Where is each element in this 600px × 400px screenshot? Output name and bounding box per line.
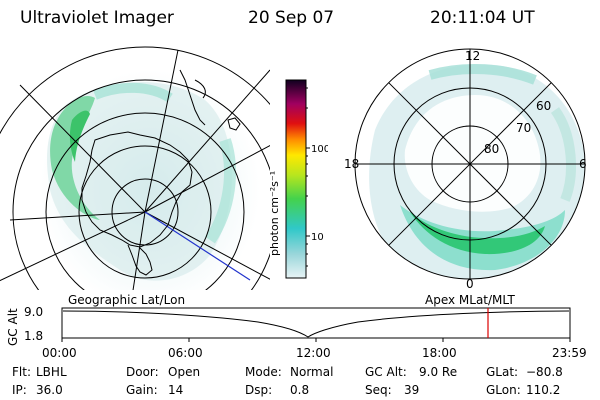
instrument-title: Ultraviolet Imager bbox=[20, 8, 174, 28]
info-flt-key: Flt: bbox=[12, 365, 31, 379]
info-gain-key: Gain: bbox=[126, 383, 158, 397]
info-seq-key: Seq: bbox=[365, 383, 392, 397]
island-outline bbox=[227, 117, 241, 131]
mlt-label-midnight: 0 bbox=[466, 277, 474, 290]
info-glon-val: 110.2 bbox=[526, 383, 561, 397]
colorbar: 100 10 photon cm⁻²s⁻¹ bbox=[268, 79, 328, 279]
coast-fragment bbox=[194, 79, 206, 99]
info-door-key: Door: bbox=[126, 365, 159, 379]
info-glat-key: GLat: bbox=[486, 365, 519, 379]
time-label: 20:11:04 UT bbox=[430, 8, 535, 28]
apex-polar-plot: 12 18 6 0 60 70 80 bbox=[344, 48, 587, 290]
info-ip-val: 36.0 bbox=[36, 383, 63, 397]
sun-direction-line bbox=[144, 211, 251, 281]
info-mode-val: Normal bbox=[290, 365, 334, 379]
info-glon-key: GLon: bbox=[486, 383, 521, 397]
colorbar-ticks bbox=[306, 87, 310, 267]
mlt-label-dusk: 18 bbox=[344, 157, 359, 171]
timeline-ticks bbox=[61, 338, 571, 342]
timeline-xtick-1200: 12:00 bbox=[296, 346, 331, 360]
landmass-edge bbox=[179, 69, 206, 126]
info-seq-val: 39 bbox=[404, 383, 420, 397]
timeline-xtick-0600: 06:00 bbox=[168, 346, 203, 360]
timeline-xtick-1800: 18:00 bbox=[422, 346, 457, 360]
info-glat-val: −80.8 bbox=[526, 365, 563, 379]
colorbar-tick-10: 10 bbox=[311, 232, 324, 243]
meridian-lines bbox=[0, 49, 270, 290]
antarctica-coastline bbox=[81, 131, 193, 248]
info-mode-key: Mode: bbox=[245, 365, 282, 379]
auroral-arc-west bbox=[50, 95, 100, 220]
info-dsp-val: 0.8 bbox=[290, 383, 310, 397]
info-door-val: Open bbox=[168, 365, 201, 379]
altitude-curve bbox=[62, 310, 570, 338]
auroral-arc-dusk bbox=[550, 107, 576, 202]
info-gain-val: 14 bbox=[168, 383, 184, 397]
south-america-coast bbox=[127, 244, 153, 276]
info-ip-key: IP: bbox=[12, 383, 27, 397]
auroral-oval-glow bbox=[47, 81, 232, 281]
colorbar-gradient bbox=[285, 79, 307, 279]
timeline-ytick-low: 1.8 bbox=[24, 329, 44, 343]
lat-label-70: 70 bbox=[516, 121, 531, 135]
date-label: 20 Sep 07 bbox=[248, 8, 335, 28]
auroral-arc-noon bbox=[428, 64, 537, 85]
timeline-right-label: Apex MLat/MLT bbox=[425, 293, 515, 307]
mlt-grid-lines bbox=[355, 49, 585, 279]
auroral-arc-east bbox=[204, 138, 236, 244]
timeline-axis-title: GC Alt bbox=[6, 308, 20, 346]
auroral-arc-bright bbox=[69, 110, 90, 162]
timeline-left-label: Geographic Lat/Lon bbox=[68, 293, 186, 307]
lat-label-60: 60 bbox=[536, 99, 551, 113]
polar-cap bbox=[404, 95, 541, 212]
timeline-xtick-0000: 00:00 bbox=[42, 346, 77, 360]
orbit-timeline bbox=[61, 307, 571, 342]
auroral-oval-dawn bbox=[400, 205, 565, 271]
info-flt-val: LBHL bbox=[36, 365, 67, 379]
auroral-oval-bright bbox=[410, 212, 545, 255]
lat-label-80: 80 bbox=[484, 142, 499, 156]
geographic-map bbox=[0, 46, 270, 290]
timeline-ytick-high: 9.0 bbox=[24, 305, 44, 319]
info-gcalt-val: 9.0 Re bbox=[419, 365, 458, 379]
colorbar-tick-100: 100 bbox=[311, 144, 328, 155]
info-gcalt-key: GC Alt: bbox=[365, 365, 407, 379]
mlt-label-dawn: 6 bbox=[579, 157, 587, 171]
mlt-label-noon: 12 bbox=[465, 49, 480, 63]
colorbar-unit-label: photon cm⁻²s⁻¹ bbox=[268, 171, 281, 256]
timeline-xtick-2359: 23:59 bbox=[552, 346, 587, 360]
auroral-arc-north bbox=[93, 82, 173, 103]
info-dsp-key: Dsp: bbox=[245, 383, 273, 397]
